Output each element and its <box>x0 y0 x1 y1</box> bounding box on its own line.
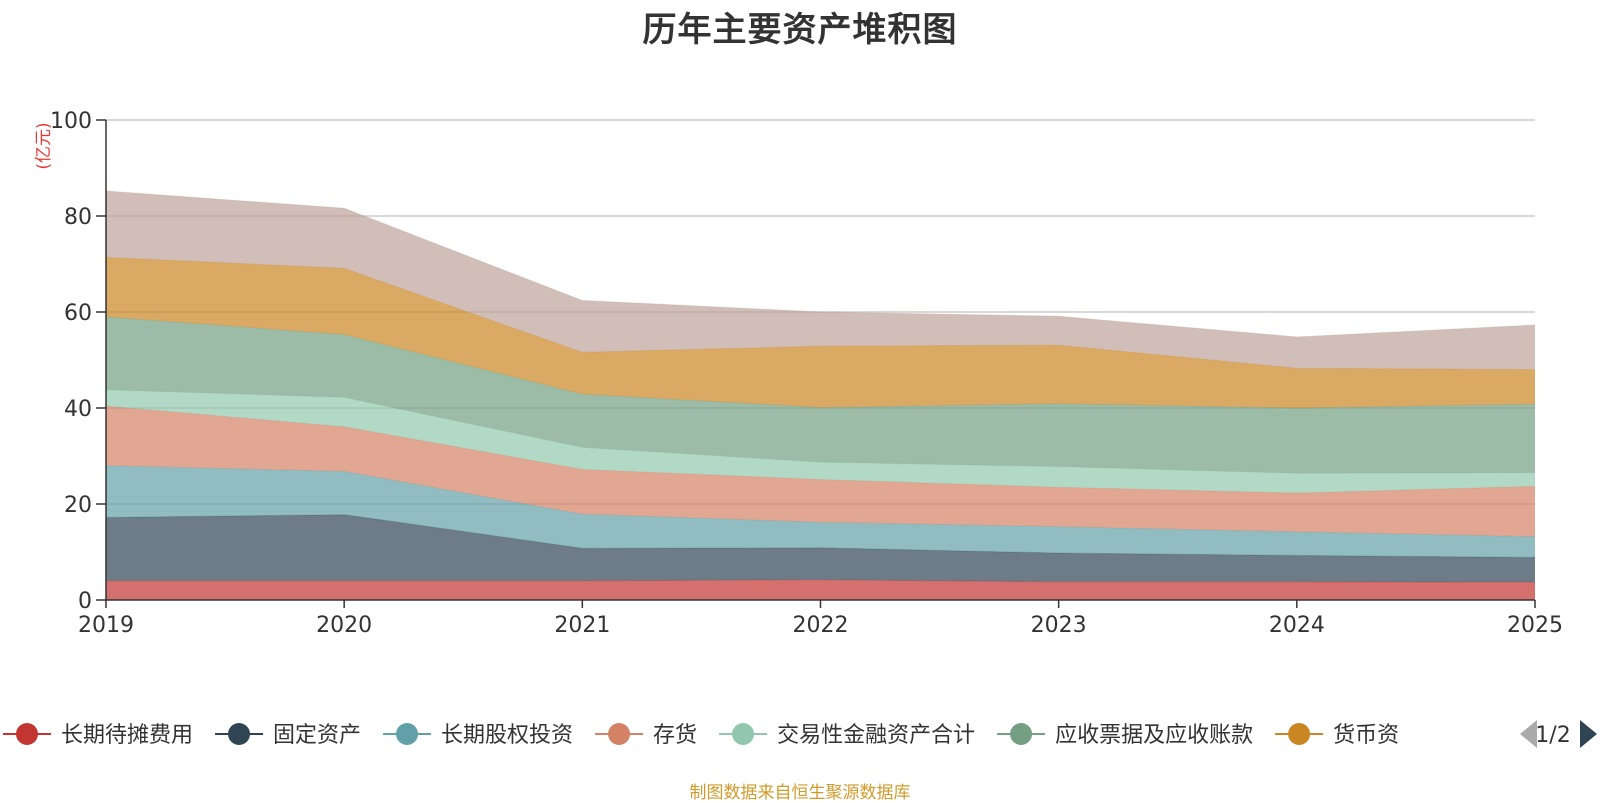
legend: 长期待摊费用 固定资产 长期股权投资 存货 交易性金融资产合计 应收票据及应收账款 货币资 1… <box>3 720 1597 748</box>
axes: 0 20 40 60 80 100 2019 2020 2021 2022 2023 2024 2025… <box>34 109 1563 638</box>
legend-marker-icon <box>16 723 38 745</box>
x-tick-label-2023: 2023 <box>1031 613 1087 638</box>
y-tick-label-40: 40 <box>64 397 92 422</box>
x-tick-label-2021: 2021 <box>554 613 610 638</box>
legend-marker-icon <box>608 723 631 745</box>
legend-pager: 1/2 <box>1520 720 1597 748</box>
y-axis-unit: (亿元) <box>34 122 54 169</box>
legend-item-5[interactable]: 应收票据及应收账款 <box>997 723 1253 748</box>
legend-label: 固定资产 <box>273 723 361 748</box>
legend-item-6[interactable]: 货币资 <box>1275 723 1399 748</box>
area-series-0[interactable] <box>106 579 1535 600</box>
legend-page-indicator: 1/2 <box>1535 723 1570 748</box>
legend-marker-icon <box>228 723 251 745</box>
y-tick-label-100: 100 <box>50 109 92 134</box>
x-tick-label-2022: 2022 <box>793 613 849 638</box>
legend-item-1[interactable]: 固定资产 <box>215 723 361 748</box>
legend-marker-icon <box>1288 723 1311 745</box>
area-series-3[interactable] <box>106 406 1535 537</box>
y-tick-label-0: 0 <box>78 589 92 614</box>
legend-marker-icon <box>732 723 755 745</box>
x-tick-label-2024: 2024 <box>1269 613 1325 638</box>
legend-marker-icon <box>1010 723 1033 745</box>
y-tick-label-80: 80 <box>64 205 92 230</box>
legend-label: 存货 <box>653 723 697 748</box>
legend-label: 货币资 <box>1333 723 1399 748</box>
x-tick-label-2025: 2025 <box>1507 613 1563 638</box>
legend-item-3[interactable]: 存货 <box>595 723 697 748</box>
y-tick-label-20: 20 <box>64 493 92 518</box>
area-series-1[interactable] <box>106 514 1535 583</box>
next-page-icon[interactable] <box>1580 720 1597 748</box>
x-tick-label-2020: 2020 <box>316 613 372 638</box>
area-series-7[interactable] <box>106 191 1535 370</box>
legend-item-4[interactable]: 交易性金融资产合计 <box>719 723 975 748</box>
y-tick-label-60: 60 <box>64 301 92 326</box>
data-source-note: 制图数据来自恒生聚源数据库 <box>689 783 911 803</box>
legend-label: 应收票据及应收账款 <box>1055 723 1253 748</box>
area-series-2[interactable] <box>106 465 1535 558</box>
legend-label: 长期股权投资 <box>441 723 573 748</box>
x-tick-label-2019: 2019 <box>78 613 134 638</box>
legend-label: 交易性金融资产合计 <box>777 723 975 748</box>
legend-item-2[interactable]: 长期股权投资 <box>383 723 573 748</box>
stacked-areas <box>105 190 1536 600</box>
area-series-6[interactable] <box>106 257 1535 408</box>
legend-label: 长期待摊费用 <box>61 723 193 748</box>
area-series-5[interactable] <box>106 316 1535 474</box>
prev-page-icon[interactable] <box>1520 720 1537 748</box>
area-series-4[interactable] <box>106 389 1535 493</box>
legend-marker-icon <box>396 723 419 745</box>
area-edge-7 <box>105 190 1536 338</box>
legend-item-0[interactable]: 长期待摊费用 <box>3 723 193 748</box>
chart-title: 历年主要资产堆积图 <box>642 10 958 50</box>
